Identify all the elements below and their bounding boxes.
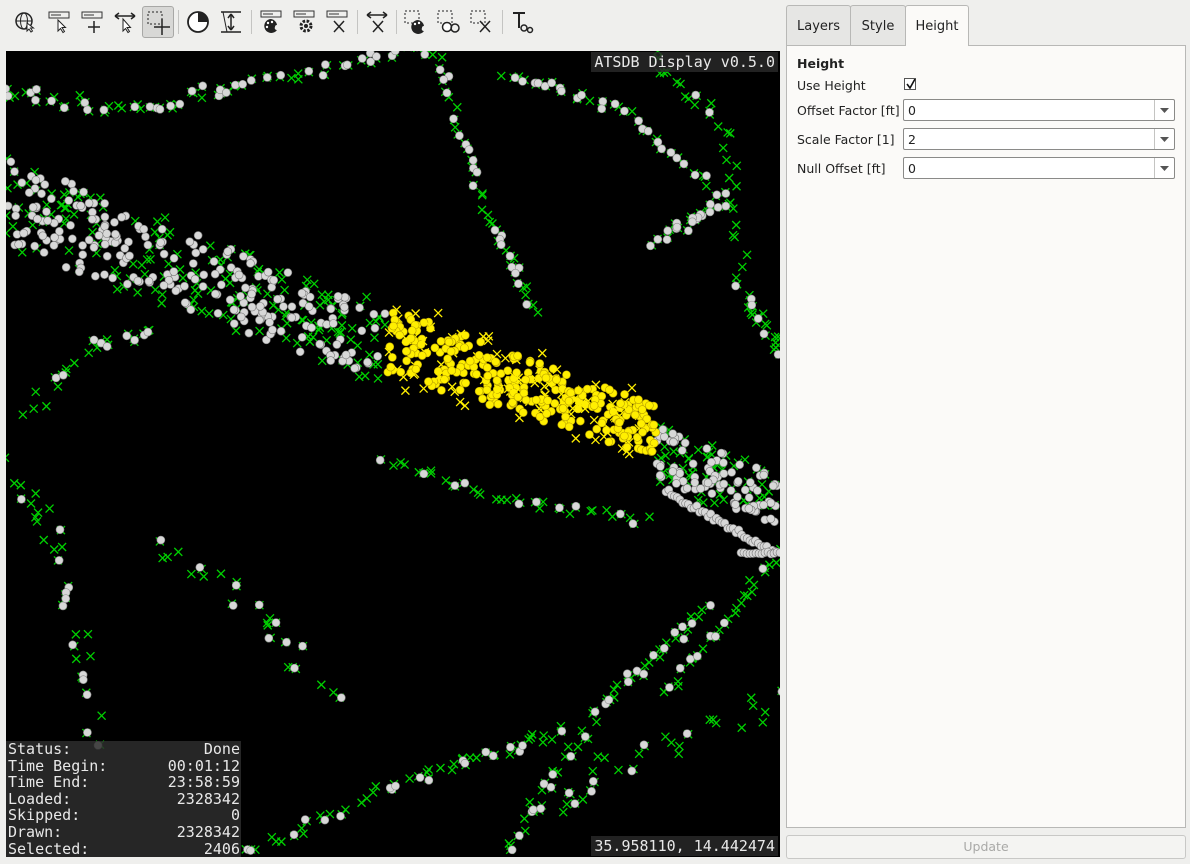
status-row: Drawn: 2328342 (8, 824, 240, 841)
globe-tool-icon[interactable] (9, 6, 41, 38)
status-label: Selected: (8, 839, 90, 857)
layer-settings-tool-icon[interactable] (288, 6, 320, 38)
status-value: 2406 (203, 839, 240, 857)
status-value: Done (203, 740, 240, 758)
target-markers-layer (6, 51, 780, 855)
scale-factor-combo[interactable]: 2 (903, 128, 1175, 150)
map-view[interactable]: ATSDB Display v0.5.0 35.958110, 14.44247… (6, 51, 780, 857)
status-panel: Status: Done Time Begin: 00:01:12 Time End… (6, 741, 241, 857)
remove-layer-tool-icon[interactable] (321, 6, 353, 38)
status-label: Loaded: (8, 789, 72, 808)
use-height-label: Use Height (797, 78, 866, 93)
chevron-down-icon (1160, 137, 1169, 142)
selection-invert-tool-icon[interactable] (433, 6, 465, 38)
display-title: ATSDB Display v0.5.0 (591, 52, 778, 72)
chevron-down-icon (1160, 166, 1169, 171)
status-label: Time Begin: (8, 756, 108, 775)
status-value: 00:01:12 (167, 756, 240, 775)
tab-height[interactable]: Height (905, 5, 969, 46)
null-offset-dropdown[interactable] (1154, 158, 1174, 178)
use-height-checkbox[interactable] (904, 78, 916, 90)
status-value: 2328342 (176, 789, 240, 808)
section-title: Height (797, 56, 845, 71)
offset-factor-value[interactable]: 0 (908, 103, 916, 118)
status-label: Status: (8, 740, 72, 758)
status-row: Loaded: 2328342 (8, 791, 240, 808)
clear-selection-tool-icon[interactable] (361, 6, 393, 38)
height-panel: Height Use Height Offset Factor [ft] 0 S… (786, 45, 1186, 828)
null-offset-value[interactable]: 0 (908, 161, 916, 176)
update-button[interactable]: Update (786, 835, 1186, 859)
time-filter-tool-icon[interactable] (182, 6, 214, 38)
status-row: Time End: 23:58:59 (8, 774, 240, 791)
status-value: 23:58:59 (167, 773, 240, 792)
null-offset-combo[interactable]: 0 (903, 157, 1175, 179)
plot-markers-layer (6, 51, 780, 855)
tab-style[interactable]: Style (850, 5, 906, 45)
annotation-navigate-tool-icon[interactable] (43, 6, 75, 38)
rectangle-select-tool-icon[interactable] (142, 6, 174, 38)
null-offset-label: Null Offset [ft] (797, 161, 886, 176)
offset-factor-dropdown[interactable] (1154, 100, 1174, 120)
status-label: Drawn: (8, 822, 63, 841)
scale-factor-dropdown[interactable] (1154, 129, 1174, 149)
status-value: 2328342 (176, 822, 240, 841)
status-row: Time Begin: 00:01:12 (8, 756, 240, 775)
status-value: 0 (230, 806, 240, 825)
status-label: Skipped: (8, 806, 81, 825)
selected-markers-layer (383, 305, 661, 459)
scale-factor-label: Scale Factor [1] (797, 132, 895, 147)
selection-clear-tool-icon[interactable] (466, 6, 498, 38)
map-canvas[interactable] (6, 51, 780, 857)
offset-factor-combo[interactable]: 0 (903, 99, 1175, 121)
cursor-coordinates: 35.958110, 14.442474 (591, 836, 778, 856)
text-label-tool-icon[interactable] (506, 6, 538, 38)
status-row: Status: Done (8, 741, 240, 758)
selection-style-tool-icon[interactable] (400, 6, 432, 38)
offset-factor-label: Offset Factor [ft] (797, 103, 900, 118)
select-move-tool-icon[interactable] (109, 6, 141, 38)
scale-factor-value[interactable]: 2 (908, 132, 916, 147)
tab-layers[interactable]: Layers (786, 5, 851, 45)
layer-style-tool-icon[interactable] (255, 6, 287, 38)
add-annotation-tool-icon[interactable] (76, 6, 108, 38)
status-label: Time End: (8, 773, 90, 792)
chevron-down-icon (1160, 108, 1169, 113)
status-row: Selected: 2406 (8, 839, 240, 857)
height-filter-tool-icon[interactable] (215, 6, 247, 38)
checkmark-icon (906, 79, 916, 89)
toolbar (0, 0, 780, 46)
status-row: Skipped: 0 (8, 807, 240, 824)
